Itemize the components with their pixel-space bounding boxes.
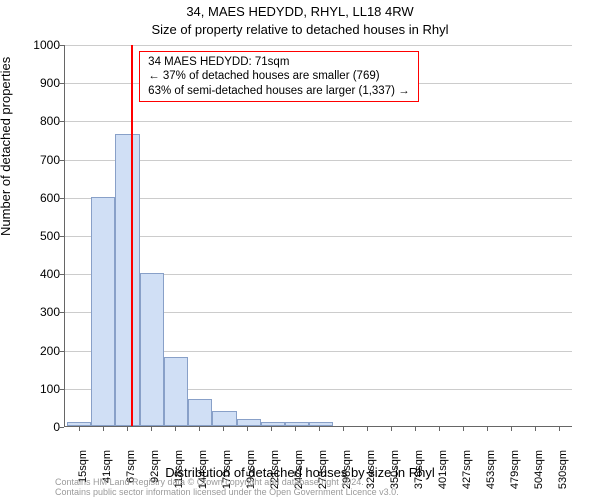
x-tick-mark [535, 426, 536, 431]
histogram-bar [91, 197, 115, 426]
x-tick-mark [151, 426, 152, 431]
y-tick-label: 500 [40, 229, 60, 243]
x-tick-mark [487, 426, 488, 431]
x-tick-mark [415, 426, 416, 431]
histogram-bar [237, 419, 261, 426]
y-tick-mark [59, 351, 64, 352]
y-tick-label: 100 [40, 382, 60, 396]
y-tick-mark [59, 121, 64, 122]
x-tick-mark [391, 426, 392, 431]
y-tick-label: 300 [40, 305, 60, 319]
chart-title: 34, MAES HEDYDD, RHYL, LL18 4RW [0, 4, 600, 19]
y-tick-mark [59, 160, 64, 161]
gridline [65, 236, 572, 237]
annotation-line3: 63% of semi-detached houses are larger (… [148, 84, 409, 98]
chart-subtitle: Size of property relative to detached ho… [0, 22, 600, 37]
annotation-box: 34 MAES HEDYDD: 71sqm← 37% of detached h… [139, 51, 418, 102]
annotation-line2: ← 37% of detached houses are smaller (76… [148, 69, 409, 83]
y-tick-mark [59, 427, 64, 428]
x-tick-mark [223, 426, 224, 431]
x-tick-mark [103, 426, 104, 431]
footer-attribution: Contains HM Land Registry data © Crown c… [55, 478, 399, 498]
y-tick-label: 700 [40, 153, 60, 167]
y-axis-label: Number of detached properties [0, 57, 13, 236]
x-tick-mark [127, 426, 128, 431]
y-tick-mark [59, 236, 64, 237]
annotation-line1: 34 MAES HEDYDD: 71sqm [148, 55, 409, 69]
histogram-bar [140, 273, 164, 426]
y-tick-label: 600 [40, 191, 60, 205]
y-tick-label: 1000 [33, 38, 60, 52]
x-tick-mark [439, 426, 440, 431]
y-tick-mark [59, 389, 64, 390]
chart-container: 34, MAES HEDYDD, RHYL, LL18 4RW Size of … [0, 0, 600, 500]
x-tick-mark [559, 426, 560, 431]
y-tick-mark [59, 312, 64, 313]
y-tick-label: 800 [40, 114, 60, 128]
histogram-bar [164, 357, 188, 426]
x-tick-mark [247, 426, 248, 431]
gridline [65, 198, 572, 199]
x-tick-mark [343, 426, 344, 431]
y-tick-mark [59, 198, 64, 199]
histogram-bar [115, 134, 139, 426]
x-tick-mark [271, 426, 272, 431]
plot-area: 15sqm41sqm67sqm92sqm118sqm144sqm170sqm19… [64, 45, 572, 427]
gridline [65, 160, 572, 161]
histogram-bar [309, 422, 333, 426]
histogram-bar [212, 411, 236, 426]
y-tick-label: 200 [40, 344, 60, 358]
y-tick-mark [59, 83, 64, 84]
y-tick-label: 400 [40, 267, 60, 281]
y-tick-label: 900 [40, 76, 60, 90]
gridline [65, 121, 572, 122]
histogram-bar [285, 422, 309, 426]
x-tick-mark [79, 426, 80, 431]
property-marker-line [131, 45, 133, 426]
x-tick-mark [319, 426, 320, 431]
x-tick-mark [367, 426, 368, 431]
y-tick-mark [59, 45, 64, 46]
x-tick-mark [511, 426, 512, 431]
x-tick-mark [295, 426, 296, 431]
y-tick-mark [59, 274, 64, 275]
histogram-bar [188, 399, 212, 426]
x-tick-mark [199, 426, 200, 431]
histogram-bar [261, 422, 285, 426]
x-tick-mark [463, 426, 464, 431]
gridline [65, 45, 572, 46]
x-tick-mark [175, 426, 176, 431]
